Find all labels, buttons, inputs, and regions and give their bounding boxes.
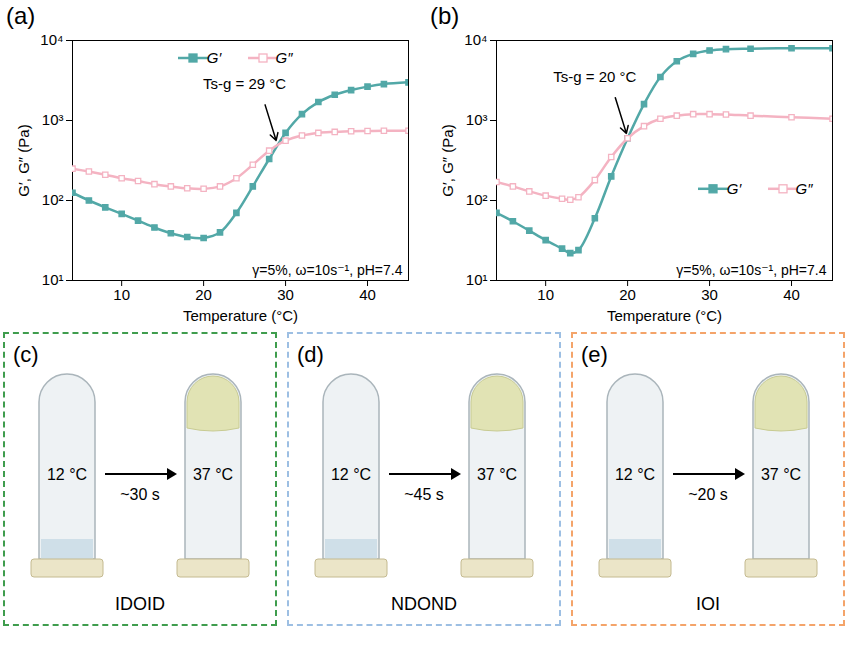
html-text:(b): (b) [430,2,460,29]
svg-text:10: 10 [113,286,130,303]
svg-text:γ=5%, ω=10s⁻¹, pH=7.4: γ=5%, ω=10s⁻¹, pH=7.4 [252,262,402,278]
svg-text:G′, G″ (Pa): G′, G″ (Pa) [15,124,32,196]
svg-text:10¹: 10¹ [42,271,64,288]
svg-text:G′, G″ (Pa): G′, G″ (Pa) [439,124,456,196]
svg-text:30: 30 [701,286,718,303]
svg-text:20: 20 [619,286,636,303]
svg-text:37 °C: 37 °C [477,466,517,483]
svg-text:Temperature (°C): Temperature (°C) [607,307,722,324]
svg-text:20: 20 [195,286,212,303]
svg-text:30: 30 [277,286,294,303]
svg-text:37 °C: 37 °C [193,466,233,483]
svg-text:Temperature (°C): Temperature (°C) [183,307,298,324]
svg-text:10³: 10³ [466,111,488,128]
svg-text:G″: G″ [276,49,294,66]
svg-text:(c): (c) [13,342,39,367]
svg-text:G′: G′ [727,180,743,197]
svg-text:10⁴: 10⁴ [40,31,63,48]
svg-text:40: 40 [783,286,800,303]
svg-text:12 °C: 12 °C [615,466,655,483]
svg-text:10²: 10² [466,191,488,208]
svg-text:37 °C: 37 °C [761,466,801,483]
svg-text:γ=5%, ω=10s⁻¹, pH=7.4: γ=5%, ω=10s⁻¹, pH=7.4 [676,262,826,278]
svg-text:12 °C: 12 °C [331,466,371,483]
svg-text:10²: 10² [42,191,64,208]
svg-text:NDOND: NDOND [391,594,457,614]
svg-text:10: 10 [537,286,554,303]
svg-text:12 °C: 12 °C [47,466,87,483]
svg-text:Ts-g = 20 °C: Ts-g = 20 °C [553,68,636,85]
svg-text:~45 s: ~45 s [404,486,444,503]
html-text:(a): (a) [6,2,36,29]
svg-text:10¹: 10¹ [466,271,488,288]
svg-text:IOI: IOI [696,594,720,614]
svg-text:(d): (d) [297,342,324,367]
svg-text:Ts-g = 29 °C: Ts-g = 29 °C [203,75,286,92]
svg-text:~20 s: ~20 s [688,486,728,503]
svg-text:G′: G′ [207,49,223,66]
svg-text:(e): (e) [581,342,608,367]
svg-text:IDOID: IDOID [115,594,165,614]
svg-text:40: 40 [359,286,376,303]
svg-text:~30 s: ~30 s [120,486,160,503]
svg-text:10⁴: 10⁴ [464,31,487,48]
svg-text:10³: 10³ [42,111,64,128]
svg-text:G″: G″ [796,180,814,197]
